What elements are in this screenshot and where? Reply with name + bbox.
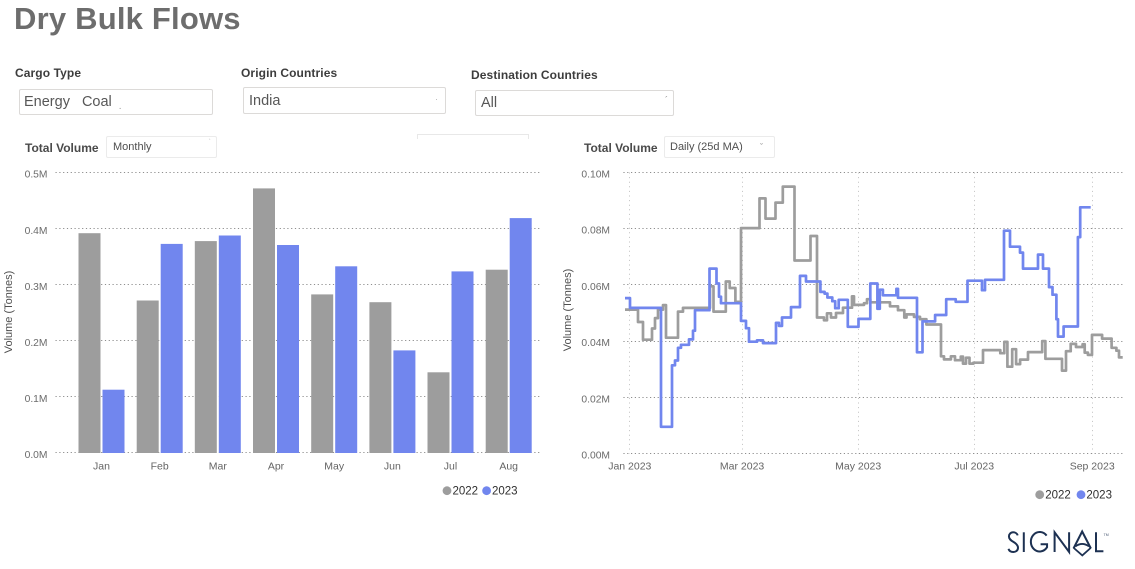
svg-text:May: May	[324, 460, 345, 472]
svg-text:May 2023: May 2023	[835, 460, 881, 472]
svg-text:0.06M: 0.06M	[581, 282, 610, 293]
svg-text:Volume (Tonnes): Volume (Tonnes)	[562, 269, 574, 352]
svg-text:Mar 2023: Mar 2023	[720, 460, 765, 472]
svg-text:0.10M: 0.10M	[581, 170, 610, 181]
svg-text:0.0M: 0.0M	[25, 450, 48, 461]
svg-text:0.04M: 0.04M	[581, 338, 610, 349]
svg-text:Sep 2023: Sep 2023	[1070, 460, 1115, 472]
svg-text:Jan: Jan	[93, 460, 110, 472]
svg-text:0.1M: 0.1M	[25, 394, 48, 405]
svg-text:2022: 2022	[453, 486, 479, 498]
svg-text:Feb: Feb	[151, 460, 169, 472]
svg-text:0.02M: 0.02M	[581, 394, 610, 405]
svg-text:0.2M: 0.2M	[25, 338, 48, 349]
svg-text:0.4M: 0.4M	[25, 226, 48, 237]
svg-text:Mar: Mar	[209, 460, 228, 472]
svg-text:Jun: Jun	[384, 460, 401, 472]
svg-text:0.08M: 0.08M	[581, 226, 610, 237]
svg-text:2022: 2022	[1045, 490, 1071, 502]
svg-text:0.3M: 0.3M	[25, 282, 48, 293]
svg-text:2023: 2023	[1086, 490, 1112, 502]
svg-text:Apr: Apr	[268, 460, 285, 472]
svg-text:Volume (Tonnes): Volume (Tonnes)	[3, 271, 15, 354]
svg-text:Aug: Aug	[499, 460, 518, 472]
svg-text:Jul 2023: Jul 2023	[954, 460, 994, 472]
svg-text:0.5M: 0.5M	[25, 170, 48, 181]
svg-text:Jan 2023: Jan 2023	[608, 460, 651, 472]
svg-text:Jul: Jul	[444, 460, 457, 472]
svg-text:0.00M: 0.00M	[581, 451, 610, 462]
svg-text:2023: 2023	[492, 486, 518, 498]
svg-text:TM: TM	[1104, 533, 1109, 537]
